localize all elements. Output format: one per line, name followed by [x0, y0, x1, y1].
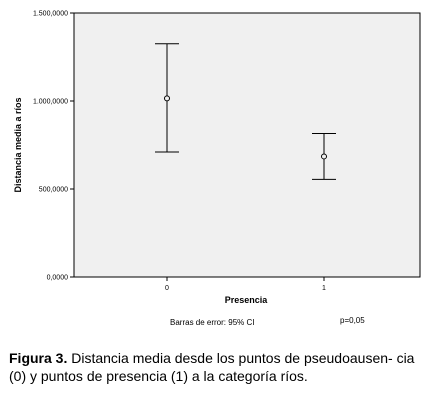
y-tick-label: 0,0000: [47, 275, 69, 282]
x-axis-title: Presencia: [225, 295, 269, 305]
p-value-note: p=0,05: [340, 316, 365, 325]
y-axis-title: Distancia media a ríos: [13, 97, 23, 192]
figure-label: Figura 3.: [9, 350, 68, 366]
figure-caption: Figura 3. Distancia media desde los punt…: [9, 349, 433, 385]
y-tick-label: 1.500,0000: [33, 11, 68, 18]
error-bar-note: Barras de error: 95% CI: [170, 318, 254, 327]
chart-marks: [155, 43, 336, 180]
y-tick-label: 1.000,0000: [33, 99, 68, 106]
plot-area: [73, 12, 421, 278]
x-tick-label: 0: [165, 285, 169, 292]
x-tick-label: 1: [322, 285, 326, 292]
y-axis-ticks: 0,0000 500,0000 1.000,0000 1.500,0000: [33, 11, 74, 282]
mean-point: [164, 95, 170, 102]
figure-caption-text: Distancia media desde los puntos de pseu…: [9, 350, 415, 384]
mean-point: [321, 153, 327, 160]
y-tick-label: 500,0000: [39, 187, 68, 194]
